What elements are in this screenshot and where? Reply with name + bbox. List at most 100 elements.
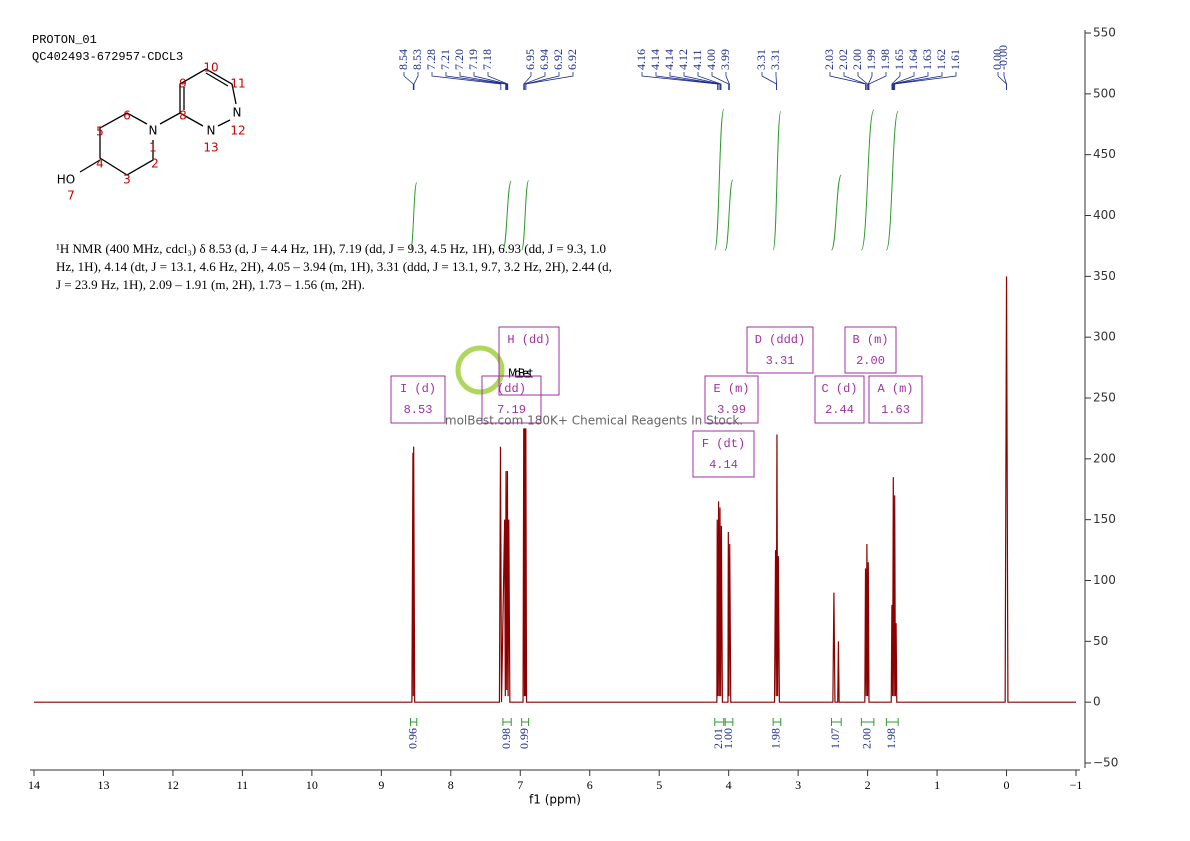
atom-number: 5 bbox=[96, 125, 104, 139]
multiplet-label: B (m) bbox=[852, 333, 888, 347]
multiplet-label: A (m) bbox=[877, 382, 913, 396]
multiplet-box bbox=[498, 326, 560, 396]
integral-label: 0.98 bbox=[499, 728, 513, 749]
peak-connector bbox=[459, 72, 507, 90]
peak-connector bbox=[524, 72, 546, 90]
peak-label: 1.98 bbox=[878, 49, 892, 70]
peak-label: 6.94 bbox=[537, 49, 551, 70]
peak-label: 7.18 bbox=[480, 49, 494, 70]
integral-curve bbox=[502, 180, 512, 251]
title: PROTON_01 bbox=[32, 33, 97, 47]
integral-label: 0.99 bbox=[517, 728, 531, 749]
multiplet-label: (dd) bbox=[497, 382, 526, 396]
multiplet-box bbox=[814, 375, 865, 424]
peak-connector bbox=[711, 72, 730, 90]
peak-label: 2.00 bbox=[850, 49, 864, 70]
multiplet-box bbox=[746, 326, 814, 374]
integral-bracket bbox=[521, 718, 530, 726]
x-tick-label: 7 bbox=[517, 778, 523, 792]
integral-label: 1.00 bbox=[721, 728, 735, 749]
peak-label: 1.65 bbox=[892, 49, 906, 70]
peak-connector bbox=[641, 72, 718, 90]
peak-label: 7.20 bbox=[452, 49, 466, 70]
x-tick-label: 12 bbox=[167, 778, 179, 792]
peak-connector bbox=[893, 72, 943, 90]
multiplet-label: F (dt) bbox=[702, 437, 745, 451]
x-tick-label: 8 bbox=[448, 778, 454, 792]
x-tick-label: −1 bbox=[1070, 778, 1083, 792]
peak-label: 4.14 bbox=[662, 49, 676, 70]
y-tick-label: 200 bbox=[1093, 451, 1116, 465]
peak-label: 0.00 bbox=[990, 49, 1004, 70]
x-tick-label: 2 bbox=[865, 778, 871, 792]
integral-bracket bbox=[772, 718, 782, 726]
y-tick-label: 550 bbox=[1093, 26, 1116, 40]
atom-number: 8 bbox=[179, 109, 187, 123]
integral-curve bbox=[885, 110, 899, 251]
atom-number: 11 bbox=[230, 77, 245, 91]
x-tick-label: 11 bbox=[237, 778, 249, 792]
integral-curve bbox=[521, 180, 530, 251]
integral-bracket bbox=[502, 718, 512, 726]
atom-number: 2 bbox=[151, 157, 159, 171]
x-tick-label: 3 bbox=[795, 778, 801, 792]
peak-connector bbox=[445, 72, 507, 90]
atom-number: 4 bbox=[96, 157, 104, 171]
x-tick-label: 10 bbox=[306, 778, 318, 792]
peak-connector bbox=[1003, 72, 1007, 90]
watermark-logo: MolBest bbox=[508, 367, 533, 381]
integral-label: 1.98 bbox=[769, 728, 783, 749]
integral-label: 0.96 bbox=[405, 728, 419, 749]
peak-connector bbox=[843, 72, 867, 90]
atom-label: N bbox=[149, 124, 158, 138]
peak-label: 8.54 bbox=[396, 49, 410, 70]
peak-label: 4.12 bbox=[676, 49, 690, 70]
peak-connector bbox=[891, 72, 901, 90]
peak-connector bbox=[868, 72, 887, 90]
peak-label: 7.28 bbox=[424, 49, 438, 70]
spectrum bbox=[34, 276, 1076, 703]
peak-label: 3.99 bbox=[718, 49, 732, 70]
peak-label: 6.92 bbox=[551, 49, 565, 70]
x-axis-label: f1 (ppm) bbox=[529, 793, 581, 807]
multiplet-shift: 7.19 bbox=[497, 403, 526, 417]
multiplet-shift: 2.00 bbox=[856, 354, 885, 368]
multiplet-label: E (m) bbox=[713, 382, 749, 396]
integral-label: 2.01 bbox=[711, 728, 725, 749]
multiplet-box bbox=[390, 375, 446, 424]
x-tick-label: 9 bbox=[378, 778, 384, 792]
x-tick-label: 6 bbox=[587, 778, 593, 792]
peak-label: 4.11 bbox=[690, 49, 704, 70]
multiplet-box bbox=[692, 430, 755, 478]
peak-label: 4.16 bbox=[634, 49, 648, 70]
peak-connector bbox=[894, 72, 957, 90]
multiplet-box bbox=[481, 375, 542, 424]
nmr-description: ¹H NMR (400 MHz, cdcl₃) δ 8.53 (d, J = 4… bbox=[56, 241, 612, 292]
integral-bracket bbox=[830, 718, 842, 726]
peak-connector bbox=[525, 72, 574, 90]
peak-label: 6.92 bbox=[565, 49, 579, 70]
peak-label: 6.95 bbox=[523, 49, 537, 70]
peak-connector bbox=[697, 72, 722, 90]
peak-connector bbox=[487, 72, 509, 90]
x-tick-label: 0 bbox=[1004, 778, 1010, 792]
y-tick-label: 450 bbox=[1093, 147, 1116, 161]
peak-label: 1.64 bbox=[906, 49, 920, 70]
peak-label: 2.02 bbox=[836, 49, 850, 70]
subtitle: QC402493-672957-CDCL3 bbox=[32, 50, 183, 64]
multiplet-shift: 4.14 bbox=[709, 458, 738, 472]
integral-curve bbox=[860, 109, 875, 251]
peak-label: 3.31 bbox=[754, 49, 768, 70]
peak-label: -0.00 bbox=[996, 45, 1010, 70]
atom-label: HO bbox=[57, 173, 75, 187]
y-tick-label: 150 bbox=[1093, 512, 1116, 526]
integral-curve bbox=[830, 174, 842, 251]
peak-connector bbox=[867, 72, 873, 90]
atom-number: 7 bbox=[67, 189, 75, 203]
multiplet-shift: 3.31 bbox=[766, 354, 795, 368]
x-tick-label: 13 bbox=[97, 778, 109, 792]
peak-label: 2.03 bbox=[822, 49, 836, 70]
peak-label: 4.14 bbox=[648, 49, 662, 70]
